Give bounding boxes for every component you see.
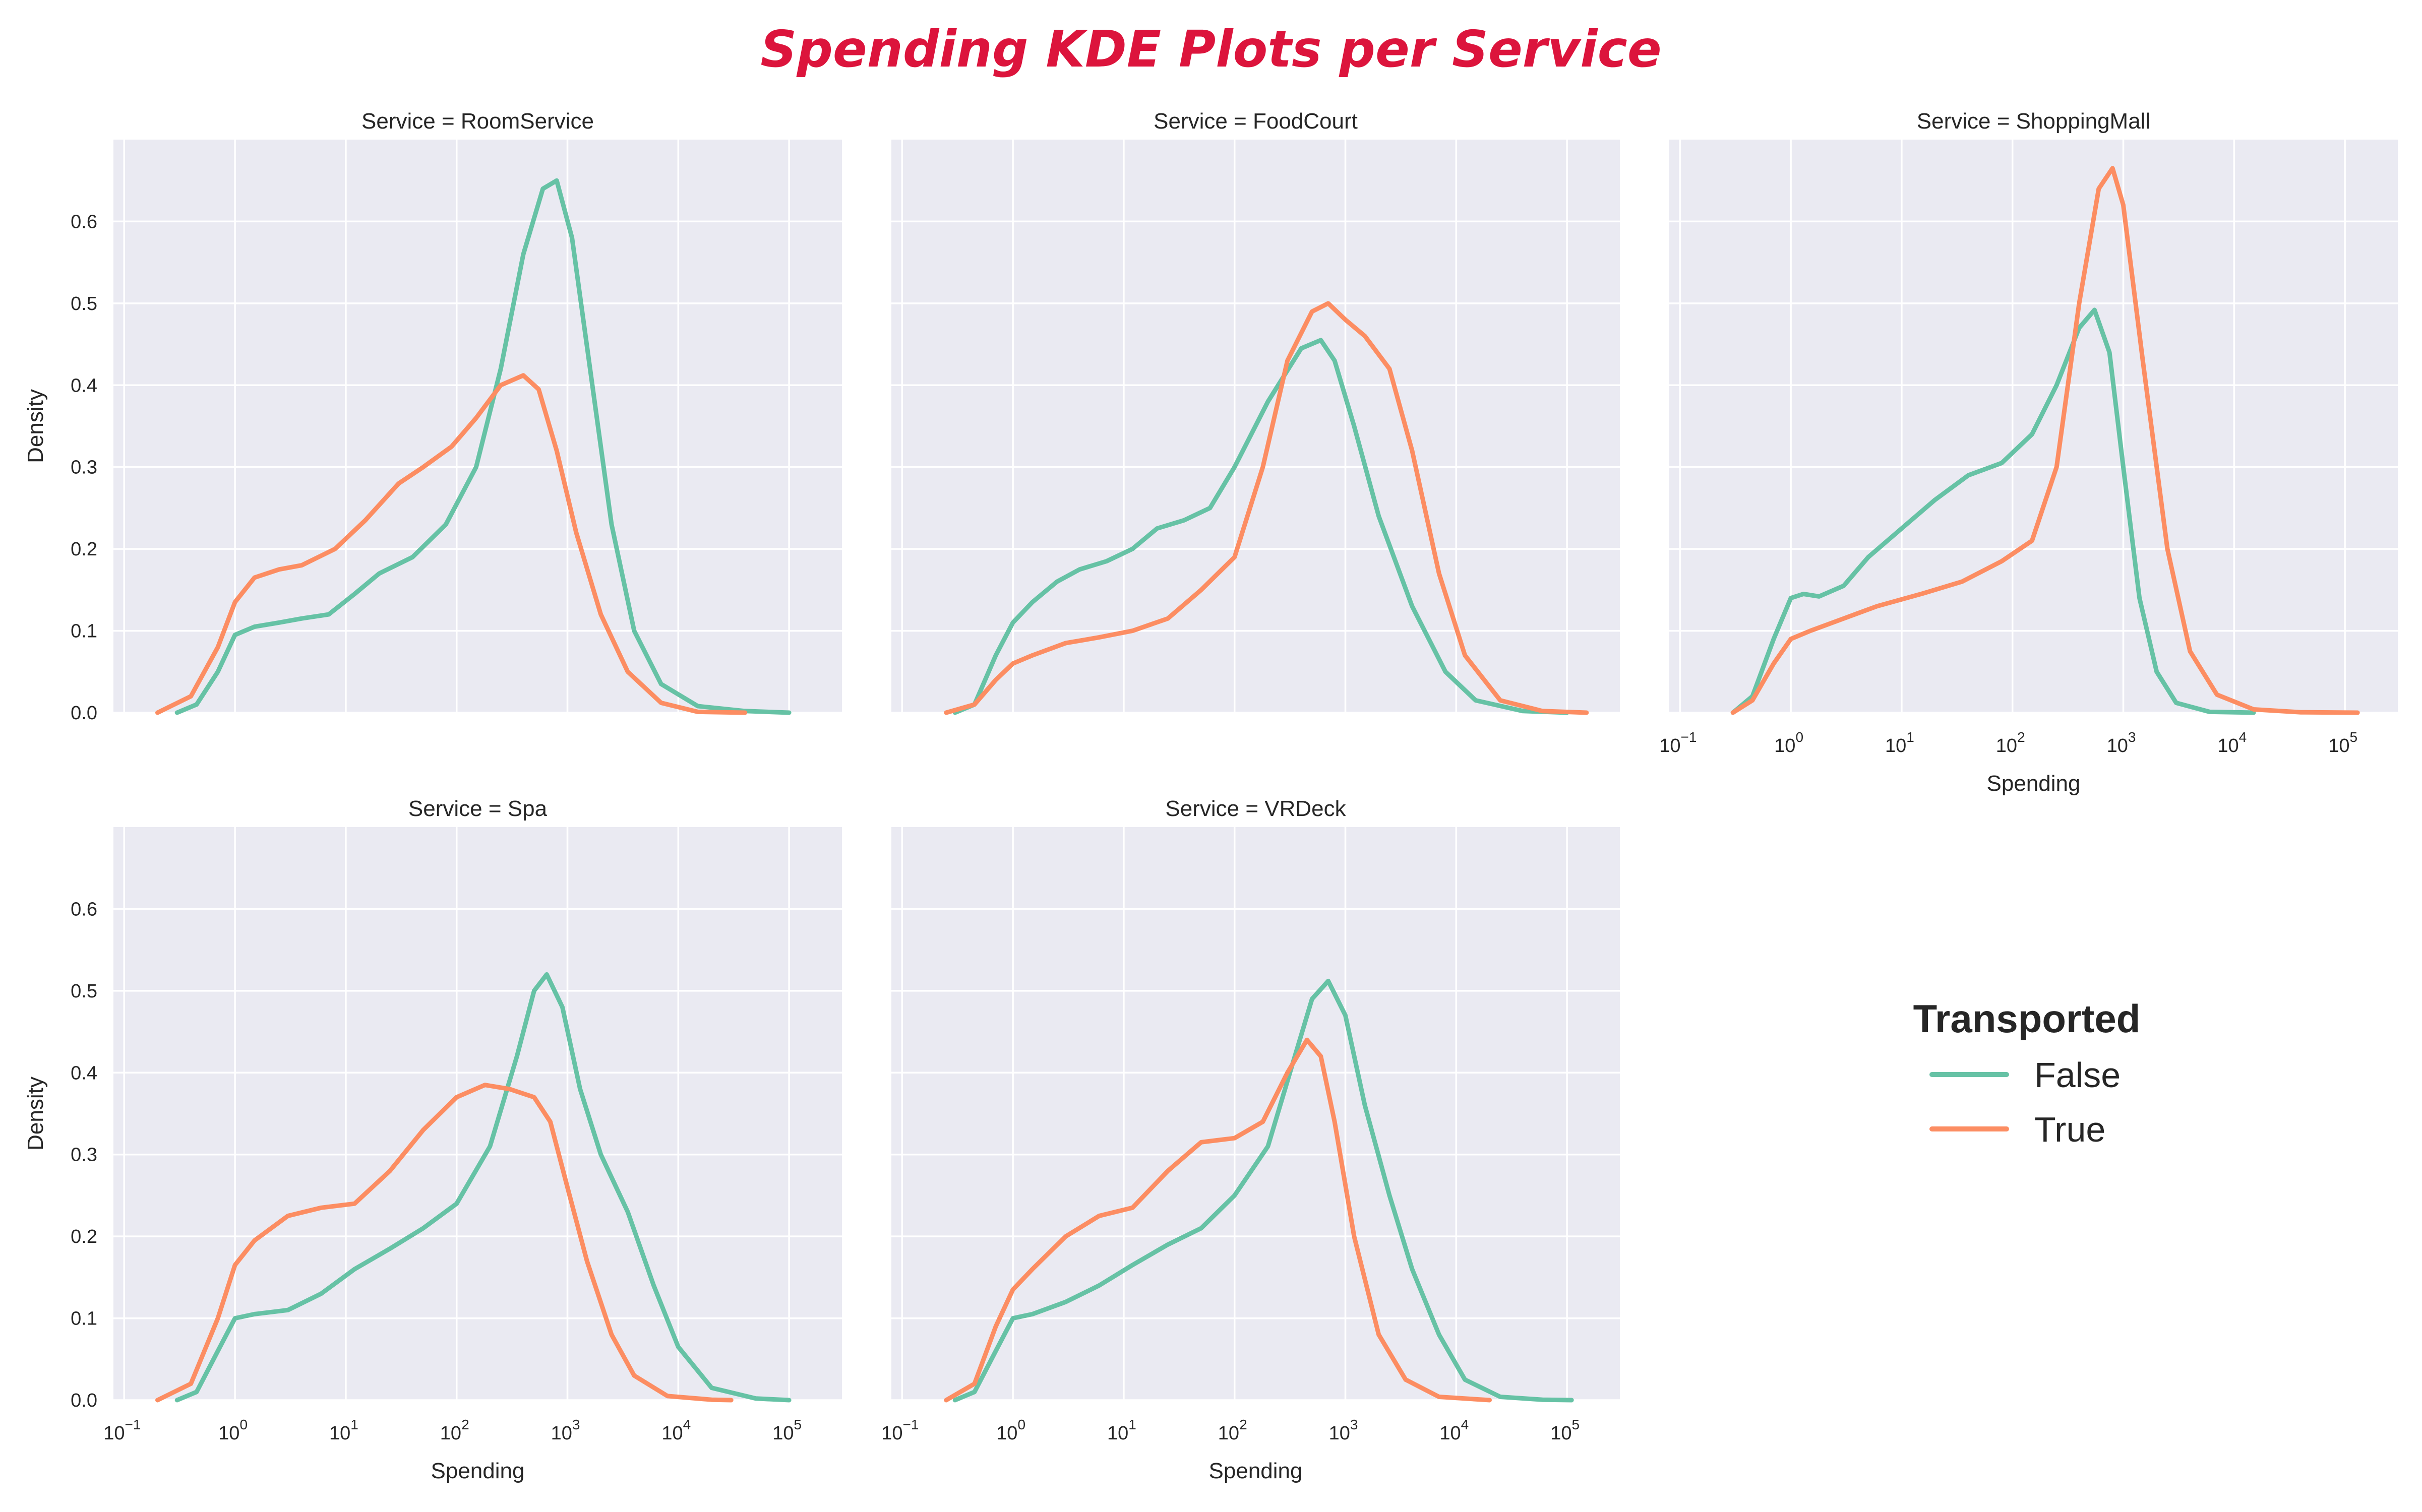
y-tick-label: 0.6	[71, 899, 97, 920]
facet-title: Service = VRDeck	[1165, 796, 1346, 821]
y-tick-label: 0.1	[71, 621, 97, 642]
x-tick-label: 10−1	[881, 1417, 919, 1444]
legend-label-false: False	[2034, 1055, 2121, 1095]
x-axis-label: Spending	[431, 1459, 525, 1483]
y-tick-label: 0.2	[71, 1226, 97, 1247]
x-tick-label: 105	[2328, 729, 2357, 757]
figure-title: Spending KDE Plots per Service	[760, 20, 1661, 79]
y-tick-label: 0.4	[71, 1062, 97, 1084]
x-axis-label: Spending	[1209, 1459, 1303, 1483]
x-tick-label: 101	[1107, 1417, 1136, 1444]
facet-panel: Service = Spa 0.0 0.1 0.2 0.3 0.4 0.5 0.6 Densit…	[23, 796, 842, 1483]
facet-panel: Service = FoodCourt	[891, 109, 1620, 715]
x-tick-label: 105	[772, 1417, 802, 1444]
kde-line-false	[174, 178, 792, 715]
plot-area	[113, 140, 842, 713]
kde-line-true	[944, 1037, 1492, 1403]
kde-line-false	[952, 978, 1574, 1403]
x-tick-label: 103	[1329, 1417, 1358, 1444]
legend-label-true: True	[2034, 1110, 2105, 1149]
facet-panel: Service = VRDeck 10−1 100 101 102 103 104 105 Sp…	[881, 796, 1620, 1483]
y-tick-label: 0.3	[71, 457, 97, 478]
y-tick-label: 0.5	[71, 981, 97, 1002]
plot-area	[113, 827, 842, 1400]
legend: Transported False True	[1913, 996, 2141, 1149]
legend-title: Transported	[1913, 996, 2141, 1041]
y-tick-label: 0.3	[71, 1145, 97, 1166]
facet-title: Service = Spa	[408, 796, 548, 821]
x-tick-label: 102	[1996, 729, 2025, 757]
facet-title: Service = RoomService	[361, 109, 594, 134]
x-axis-label: Spending	[1987, 771, 2081, 796]
y-tick-label: 0.5	[71, 293, 97, 314]
x-tick-label: 103	[2107, 729, 2136, 757]
x-tick-label: 102	[1218, 1417, 1247, 1444]
x-tick-label: 104	[2217, 729, 2247, 757]
y-tick-label: 0.0	[71, 703, 97, 724]
x-tick-label: 104	[1439, 1417, 1469, 1444]
kde-line-true	[155, 1083, 734, 1403]
x-tick-label: 104	[661, 1417, 691, 1444]
x-tick-label: 100	[996, 1417, 1025, 1444]
y-axis-label: Density	[23, 389, 48, 463]
y-tick-label: 0.2	[71, 539, 97, 560]
x-tick-label: 101	[1885, 729, 1914, 757]
y-tick-label: 0.6	[71, 211, 97, 232]
x-tick-label: 100	[1774, 729, 1803, 757]
x-tick-label: 103	[551, 1417, 580, 1444]
x-tick-label: 102	[440, 1417, 469, 1444]
y-axis-label: Density	[23, 1077, 48, 1151]
facet-title: Service = FoodCourt	[1154, 109, 1358, 134]
facet-title: Service = ShoppingMall	[1917, 109, 2150, 134]
kde-line-false	[1730, 307, 2256, 715]
kde-line-true	[1730, 166, 2360, 715]
kde-line-true	[944, 301, 1589, 715]
facet-grid: Service = RoomService 0.0 0.1 0.2 0.3 0.4 0.5 0…	[23, 109, 2398, 1483]
x-tick-label: 101	[329, 1417, 358, 1444]
kde-line-false	[174, 972, 792, 1403]
x-tick-label: 10−1	[103, 1417, 141, 1444]
x-tick-label: 10−1	[1659, 729, 1697, 757]
x-tick-label: 100	[218, 1417, 248, 1444]
x-tick-label: 105	[1550, 1417, 1580, 1444]
kde-line-false	[952, 338, 1569, 715]
kde-line-true	[155, 373, 748, 715]
facet-panel: Service = RoomService 0.0 0.1 0.2 0.3 0.4 0.5 0…	[23, 109, 842, 724]
y-tick-label: 0.0	[71, 1390, 97, 1411]
y-tick-label: 0.1	[71, 1308, 97, 1330]
facet-panel: Service = ShoppingMall 10−1 100 101 102 103 10…	[1659, 109, 2398, 796]
y-tick-label: 0.4	[71, 375, 97, 396]
